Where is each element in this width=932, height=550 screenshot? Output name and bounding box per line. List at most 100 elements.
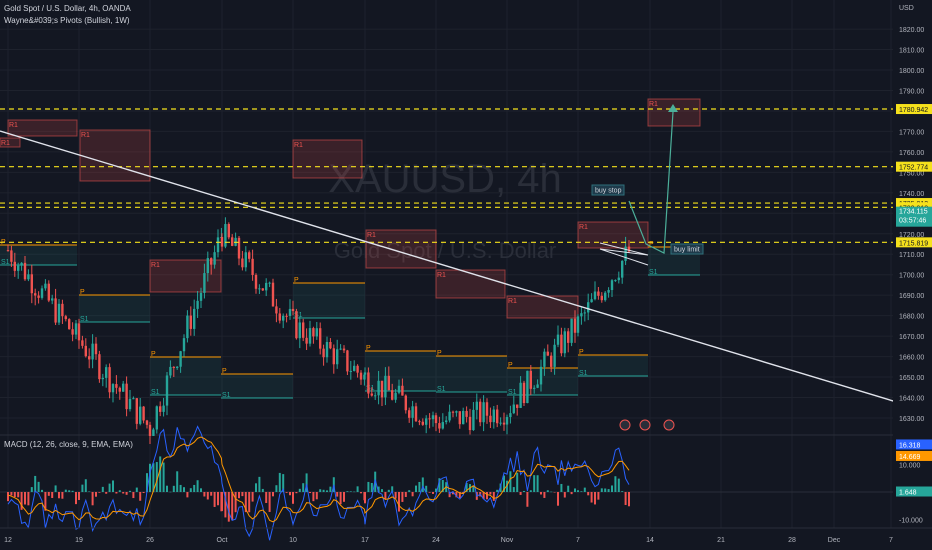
projection-path [628,111,674,254]
candle [179,351,182,367]
macd-bar [560,483,563,492]
candle [536,384,539,388]
event-icon [663,419,675,431]
candle [472,409,475,431]
macd-bar [217,492,219,506]
candle [20,262,23,266]
macd-bar [458,492,461,499]
candle [101,377,104,380]
candle [499,422,502,424]
x-tick-label: 28 [788,537,796,544]
candle [47,283,50,301]
macd-bar [71,490,74,492]
candle [475,401,478,410]
macd-bar [58,492,60,499]
candle [224,224,227,247]
macd-bar [206,492,209,500]
candle [111,384,115,393]
macd-bar [536,475,539,492]
macd-bar [583,487,586,492]
candle [13,261,16,271]
candle [139,406,142,424]
macd-bar [159,456,162,492]
pivot-label: R1 [508,298,517,305]
macd-bar [41,489,43,492]
y-tick-label: 1640.00 [899,396,924,403]
annotation-box [670,243,704,255]
macd-line [7,425,630,541]
candle [509,413,512,418]
macd-bar [621,491,624,492]
macd-bar [319,489,322,492]
candle [268,282,271,284]
candle [346,350,349,372]
pivot-zone [293,283,365,318]
macd-bar [611,485,613,492]
candle [135,398,138,424]
candle [332,348,335,365]
macd-bar [617,478,620,492]
candle [597,291,600,296]
macd-bar [356,486,359,492]
candle [57,303,61,323]
macd-bar [367,481,370,492]
candle [438,423,441,429]
candle [363,372,367,375]
macd-bar [516,472,519,492]
macd-bar [624,492,627,505]
candle [492,409,495,423]
macd-bar [275,485,278,492]
candle [465,410,468,417]
x-tick-label: 7 [576,537,580,544]
indicator-label[interactable]: Wayne&#039;s Pivots (Bullish, 1W) [4,16,130,25]
macd-bar [482,492,485,499]
candle [563,331,566,354]
macd-bar [305,473,308,492]
candle [505,417,509,425]
candle [312,328,315,337]
macd-bar [546,490,549,492]
pivot-label: R1 [579,224,588,231]
candle [258,288,261,290]
chart-title[interactable]: Gold Spot / U.S. Dollar, 4h, OANDA [4,4,131,13]
macd-bar [360,492,362,494]
macd-bar [112,480,114,492]
macd-bar [84,479,87,492]
candle [40,288,44,298]
candle [155,406,158,430]
macd-bar [401,492,404,502]
macd-label[interactable]: MACD (12, 26, close, 9, EMA, EMA) [4,440,133,449]
macd-bar [75,492,77,505]
y-tick-label: -10.000 [899,517,923,524]
macd-bar [309,492,311,494]
macd-bar [540,492,542,495]
candle [105,367,108,378]
candle [84,345,87,357]
macd-bar [227,492,230,522]
arrow-head [668,104,678,112]
macd-bar [574,488,576,492]
candle [88,356,91,360]
macd-bar [139,492,142,501]
candle [319,328,322,349]
candle [23,262,27,280]
macd-bar [10,492,13,496]
x-tick-label: Nov [501,537,514,544]
candle [325,342,329,358]
grid [0,0,932,528]
macd-bar [387,489,390,492]
x-tick-label: 21 [717,537,725,544]
y-tick-label: 1710.00 [899,252,924,259]
candle [359,372,363,380]
pivot-label: S1 [151,389,160,396]
candle [512,404,515,414]
candle [68,319,71,330]
signal-line [7,436,630,523]
candle [77,323,81,341]
candle [624,246,627,261]
y-tick-label: 1810.00 [899,48,924,55]
candle [203,273,206,293]
candle [27,274,30,280]
macd-bar [472,485,475,492]
macd-bar [203,492,206,497]
